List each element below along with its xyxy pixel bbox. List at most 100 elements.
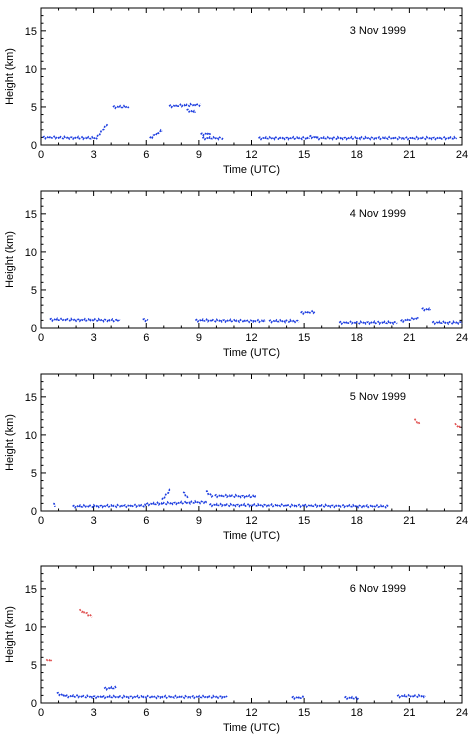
x-tick-label: 3	[91, 149, 97, 161]
x-tick-label: 15	[298, 707, 310, 719]
panel-title: 5 Nov 1999	[350, 391, 406, 403]
x-tick-label: 21	[403, 515, 415, 527]
cloud-layer-mark	[142, 317, 149, 323]
panel-3: 0 3 6 9 12 15 18 21 24 0 5 10 15 5 Nov 1999 Time (UTC)…	[4, 373, 468, 542]
series-1	[53, 488, 389, 509]
x-tick-label: 9	[196, 332, 202, 344]
cloud-layer-mark	[161, 488, 171, 500]
y-tick-label: 15	[25, 26, 37, 38]
x-tick-label: 0	[38, 707, 44, 719]
cloud-layer-mark	[101, 694, 228, 700]
plot-frame	[40, 7, 463, 146]
x-axis-label: Time (UTC)	[223, 347, 280, 359]
cloud-layer-mark	[112, 104, 130, 110]
x-tick-label: 21	[403, 149, 415, 161]
cloud-layer-mark	[431, 319, 463, 326]
panel-title: 3 Nov 1999	[350, 25, 406, 37]
cloud-layer-mark	[315, 135, 458, 141]
series-2	[413, 418, 461, 429]
x-tick-label: 6	[143, 332, 149, 344]
cloud-layer-mark	[194, 317, 266, 324]
x-axis-label: Time (UTC)	[223, 722, 280, 734]
y-tick-label: 5	[31, 660, 37, 672]
y-tick-label: 0	[31, 323, 37, 335]
cloud-layer-mark	[53, 502, 56, 507]
cloud-layer-mark	[149, 128, 163, 140]
x-tick-label: 12	[245, 332, 257, 344]
plot-frame	[40, 373, 463, 512]
y-tick-label: 10	[25, 622, 37, 634]
series-2	[45, 608, 93, 663]
cloud-layer-mark	[454, 422, 461, 429]
cloud-layer-mark	[344, 695, 360, 701]
y-tick-label: 15	[25, 209, 37, 221]
cloud-layer-mark	[182, 491, 190, 500]
x-tick-label: 6	[143, 707, 149, 719]
x-tick-label: 18	[351, 515, 363, 527]
y-tick-label: 10	[25, 64, 37, 76]
cloud-layer-mark	[186, 108, 197, 114]
x-tick-label: 24	[456, 149, 468, 161]
y-axis-label: Height (km)	[4, 414, 16, 471]
x-tick-label: 9	[196, 707, 202, 719]
x-tick-label: 24	[456, 707, 468, 719]
cloud-layer-mark	[396, 693, 426, 699]
cloud-layer-mark	[168, 102, 202, 109]
cloud-layer-mark	[291, 695, 305, 701]
x-tick-label: 24	[456, 515, 468, 527]
x-tick-label: 12	[245, 149, 257, 161]
x-axis-label: Time (UTC)	[223, 164, 280, 176]
cloud-layer-mark	[214, 493, 257, 500]
cloud-layer-mark	[338, 320, 398, 326]
x-tick-label: 18	[351, 149, 363, 161]
y-tick-label: 5	[31, 468, 37, 480]
y-tick-label: 5	[31, 285, 37, 297]
cloud-layer-mark	[78, 608, 93, 618]
x-tick-label: 18	[351, 332, 363, 344]
y-tick-label: 0	[31, 140, 37, 152]
series-1	[56, 685, 426, 701]
cloud-layer-mark	[413, 418, 421, 426]
x-tick-label: 3	[91, 515, 97, 527]
series-1	[42, 102, 458, 141]
panel-title: 4 Nov 1999	[350, 208, 406, 220]
cloud-layer-mark	[268, 318, 300, 324]
x-tick-label: 21	[403, 707, 415, 719]
panel-1: 0 3 6 9 12 15 18 21 24 0 5 10 15 3 Nov 1999 Time (UTC)…	[4, 7, 468, 176]
cloud-layer-mark	[421, 307, 432, 312]
x-tick-label: 18	[351, 707, 363, 719]
x-tick-label: 9	[196, 149, 202, 161]
x-tick-label: 6	[143, 515, 149, 527]
cloud-layer-mark	[96, 123, 109, 137]
x-tick-label: 0	[38, 149, 44, 161]
cloud-layer-mark	[201, 135, 225, 141]
x-tick-label: 3	[91, 707, 97, 719]
y-tick-label: 0	[31, 698, 37, 710]
cloud-layer-mark	[208, 502, 305, 509]
cloud-layer-mark	[205, 490, 214, 499]
y-tick-label: 5	[31, 102, 37, 114]
y-tick-label: 0	[31, 506, 37, 518]
y-axis-label: Height (km)	[4, 231, 16, 288]
cloud-layer-mark	[103, 685, 118, 691]
cloud-layer-mark	[258, 135, 310, 141]
series-1	[49, 307, 463, 326]
x-tick-label: 15	[298, 332, 310, 344]
x-tick-label: 12	[245, 515, 257, 527]
x-tick-label: 6	[143, 149, 149, 161]
y-tick-label: 10	[25, 247, 37, 259]
cloud-layer-mark	[45, 657, 53, 663]
cloud-layer-mark	[400, 316, 419, 324]
cloud-layer-mark	[303, 503, 389, 509]
x-axis-label: Time (UTC)	[223, 530, 280, 542]
x-tick-label: 15	[298, 149, 310, 161]
cloud-layer-mark	[72, 503, 147, 509]
cloud-layer-mark	[56, 691, 67, 698]
plot-frame	[40, 565, 463, 704]
y-axis-label: Height (km)	[4, 48, 16, 105]
x-tick-label: 12	[245, 707, 257, 719]
x-tick-label: 3	[91, 332, 97, 344]
cloud-layer-mark	[308, 134, 318, 140]
panel-2: 0 3 6 9 12 15 18 21 24 0 5 10 15 4 Nov 1999 Time (UTC)…	[4, 190, 468, 359]
